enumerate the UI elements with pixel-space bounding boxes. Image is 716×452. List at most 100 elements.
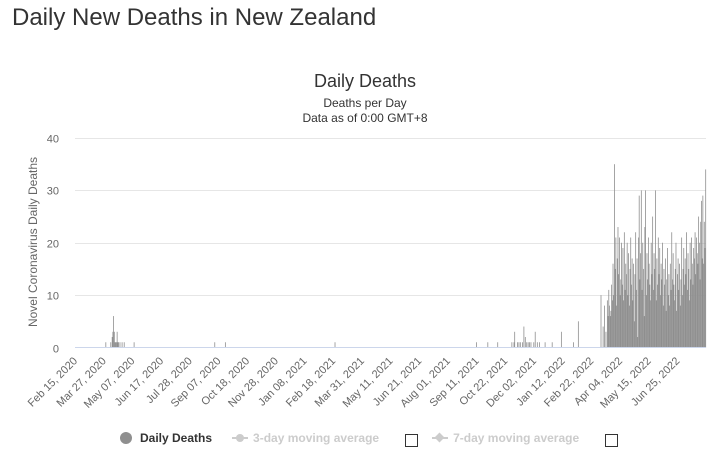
daily-deaths-bar[interactable] [604,305,605,348]
daily-deaths-bar[interactable] [663,268,665,348]
daily-deaths-bar[interactable] [487,342,489,348]
daily-deaths-bar[interactable] [697,263,699,348]
daily-deaths-bar[interactable] [674,300,675,348]
daily-deaths-bar[interactable] [660,263,662,348]
daily-deaths-bar[interactable] [600,295,602,348]
daily-deaths-bar[interactable] [637,337,639,348]
legend-item-daily-deaths[interactable]: Daily Deaths [120,431,212,445]
daily-deaths-bar[interactable] [628,253,629,348]
daily-deaths-bar[interactable] [696,253,698,348]
daily-deaths-bar[interactable] [704,247,706,348]
daily-deaths-bar[interactable] [676,310,678,348]
daily-deaths-bar[interactable] [618,237,620,348]
daily-deaths-bar[interactable] [672,279,673,348]
daily-deaths-bar[interactable] [624,289,626,348]
daily-deaths-bar[interactable] [615,237,617,348]
daily-deaths-bar[interactable] [683,247,685,348]
daily-deaths-bar[interactable] [661,279,663,348]
daily-deaths-bar[interactable] [696,237,697,348]
daily-deaths-bar[interactable] [621,242,622,348]
daily-deaths-bar[interactable] [116,342,117,348]
daily-deaths-bar[interactable] [626,274,627,348]
daily-deaths-bar[interactable] [705,169,707,348]
daily-deaths-bar[interactable] [133,342,135,348]
daily-deaths-bar[interactable] [657,237,659,348]
daily-deaths-bar[interactable] [679,305,681,348]
daily-deaths-bar[interactable] [647,237,649,348]
daily-deaths-bar[interactable] [664,258,666,348]
daily-deaths-bar[interactable] [679,263,680,348]
daily-deaths-bar[interactable] [701,200,702,348]
daily-deaths-bar[interactable] [673,284,675,348]
7-day-average-checkbox[interactable] [605,433,619,447]
daily-deaths-bar[interactable] [645,295,647,348]
daily-deaths-bar[interactable] [523,326,525,348]
daily-deaths-bar[interactable] [511,342,513,348]
daily-deaths-bar[interactable] [623,232,625,348]
daily-deaths-bar[interactable] [613,295,615,348]
daily-deaths-bar[interactable] [633,263,634,348]
daily-deaths-bar[interactable] [577,321,579,348]
daily-deaths-bar[interactable] [659,247,661,348]
daily-deaths-bar[interactable] [110,342,112,348]
daily-deaths-bar[interactable] [700,221,702,348]
daily-deaths-bar[interactable] [522,342,523,348]
daily-deaths-bar[interactable] [684,284,685,348]
daily-deaths-bar[interactable] [691,237,692,348]
daily-deaths-bar[interactable] [677,274,678,348]
daily-deaths-bar[interactable] [123,342,125,348]
daily-deaths-bar[interactable] [616,258,618,348]
daily-deaths-bar[interactable] [702,195,704,348]
daily-deaths-bar[interactable] [656,258,658,348]
daily-deaths-bar[interactable] [114,342,116,348]
daily-deaths-bar[interactable] [698,242,700,348]
daily-deaths-bar[interactable] [551,342,553,348]
legend-item-7-day-average[interactable]: 7-day moving average [432,431,579,445]
daily-deaths-bar[interactable] [645,190,646,348]
daily-deaths-bar[interactable] [688,268,690,348]
daily-deaths-bar[interactable] [640,190,642,348]
daily-deaths-bar[interactable] [664,284,666,348]
daily-deaths-bar[interactable] [214,342,216,348]
daily-deaths-bar[interactable] [607,316,609,348]
daily-deaths-bar[interactable] [699,279,701,348]
daily-deaths-bar[interactable] [646,253,648,348]
daily-deaths-bar[interactable] [643,316,645,348]
daily-deaths-bar[interactable] [529,342,530,348]
daily-deaths-bar[interactable] [635,289,637,348]
daily-deaths-bar[interactable] [662,305,664,348]
daily-deaths-bar[interactable] [698,216,700,348]
daily-deaths-bar[interactable] [118,342,119,348]
daily-deaths-bar[interactable] [652,216,654,348]
daily-deaths-bar[interactable] [635,232,637,348]
daily-deaths-bar[interactable] [681,295,683,348]
daily-deaths-bar[interactable] [669,305,671,348]
daily-deaths-bar[interactable] [527,342,529,348]
daily-deaths-bar[interactable] [608,289,610,348]
daily-deaths-bar[interactable] [518,342,520,348]
daily-deaths-bar[interactable] [643,268,644,348]
daily-deaths-bar[interactable] [633,321,635,348]
daily-deaths-bar[interactable] [691,263,693,348]
daily-deaths-bar[interactable] [115,342,117,348]
daily-deaths-bar[interactable] [534,331,536,348]
daily-deaths-bar[interactable] [692,284,694,348]
daily-deaths-bar[interactable] [638,237,639,348]
daily-deaths-bar[interactable] [684,258,686,348]
daily-deaths-bar[interactable] [677,258,679,348]
daily-deaths-bar[interactable] [703,263,704,348]
daily-deaths-bar[interactable] [519,342,521,348]
daily-deaths-bar[interactable] [622,247,624,348]
daily-deaths-bar[interactable] [686,289,688,348]
legend-item-3-day-average[interactable]: 3-day moving average [232,431,379,445]
daily-deaths-bar[interactable] [650,300,651,348]
daily-deaths-bar[interactable] [621,284,623,348]
daily-deaths-bar[interactable] [669,263,671,348]
daily-deaths-bar[interactable] [681,237,683,348]
daily-deaths-bar[interactable] [690,279,692,348]
daily-deaths-bar[interactable] [533,342,535,348]
daily-deaths-bar[interactable] [526,342,528,348]
daily-deaths-bar[interactable] [560,331,562,348]
daily-deaths-bar[interactable] [619,295,621,348]
daily-deaths-bar[interactable] [517,342,518,348]
